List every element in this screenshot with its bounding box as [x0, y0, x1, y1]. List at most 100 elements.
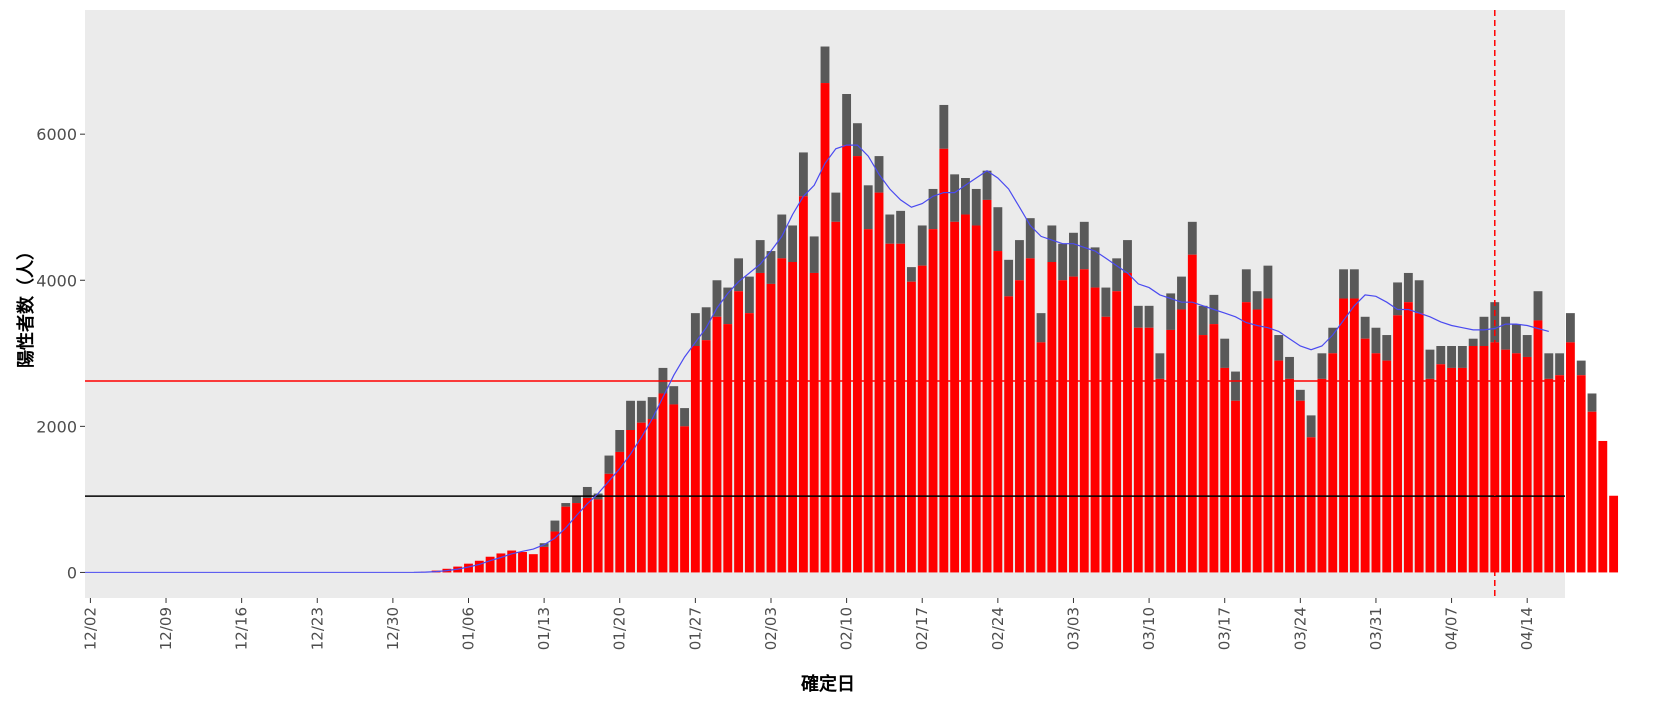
bar-red — [1350, 299, 1359, 573]
bar-red — [680, 426, 689, 572]
y-tick-label: 6000 — [36, 125, 77, 144]
bar-red — [486, 557, 495, 573]
bar-gray — [1555, 353, 1564, 375]
bar-gray — [1447, 346, 1456, 368]
bar-gray — [1026, 218, 1035, 258]
bar-red — [1501, 350, 1510, 573]
bar-red — [1393, 315, 1402, 572]
bar-gray — [1393, 282, 1402, 315]
x-tick-label: 02/17 — [913, 607, 931, 650]
bar-gray — [1577, 361, 1586, 376]
bar-gray — [1231, 372, 1240, 401]
bar-gray — [1145, 306, 1154, 328]
bar-red — [864, 229, 873, 572]
bar-gray — [842, 94, 851, 145]
bar-gray — [669, 386, 678, 404]
bar-red — [939, 149, 948, 573]
bar-red — [1026, 258, 1035, 572]
bar-gray — [1199, 306, 1208, 335]
x-tick-label: 12/09 — [157, 607, 175, 650]
bar-red — [572, 503, 581, 572]
bar-red — [1058, 280, 1067, 572]
bar-red — [1555, 375, 1564, 572]
bar-red — [756, 273, 765, 572]
bar-gray — [1404, 273, 1413, 302]
bar-gray — [896, 211, 905, 244]
bar-red — [1577, 375, 1586, 572]
bar-gray — [1307, 415, 1316, 437]
bar-red — [972, 225, 981, 572]
x-tick-label: 01/27 — [686, 607, 704, 650]
bar-gray — [810, 236, 819, 273]
bar-red — [1047, 262, 1056, 572]
bar-gray — [713, 280, 722, 317]
bar-red — [842, 145, 851, 572]
bar-red — [745, 313, 754, 572]
bar-red — [1307, 437, 1316, 572]
bar-red — [799, 196, 808, 572]
bar-gray — [1436, 346, 1445, 364]
bar-gray — [1469, 339, 1478, 346]
x-tick-label: 12/23 — [308, 607, 326, 650]
bar-red — [637, 423, 646, 573]
bar-red — [1155, 379, 1164, 573]
bar-gray — [680, 408, 689, 426]
bar-gray — [1188, 222, 1197, 255]
x-tick-label: 12/16 — [233, 607, 251, 650]
bar-red — [702, 340, 711, 572]
bar-gray — [1058, 244, 1067, 281]
bar-red — [1015, 280, 1024, 572]
bar-red — [1112, 291, 1121, 572]
bar-gray — [1426, 350, 1435, 379]
bar-red — [1609, 496, 1618, 573]
x-tick-label: 12/30 — [384, 607, 402, 650]
bar-red — [1253, 309, 1262, 572]
bar-red — [1145, 328, 1154, 573]
bar-gray — [1037, 313, 1046, 342]
bar-red — [1339, 299, 1348, 573]
bar-gray — [885, 215, 894, 244]
bar-gray — [831, 193, 840, 222]
bar-red — [626, 430, 635, 572]
x-tick-label: 12/02 — [81, 607, 99, 650]
bar-gray — [983, 171, 992, 200]
bar-red — [1199, 335, 1208, 572]
bar-gray — [1458, 346, 1467, 368]
bar-red — [713, 317, 722, 573]
bar-gray — [691, 313, 700, 346]
y-tick-label: 2000 — [36, 417, 77, 436]
bar-red — [518, 552, 527, 572]
bar-gray — [1566, 313, 1575, 342]
x-tick-label: 02/24 — [989, 607, 1007, 650]
x-tick-label: 01/06 — [460, 607, 478, 650]
bar-gray — [637, 401, 646, 423]
bar-gray — [1361, 317, 1370, 339]
bar-red — [659, 393, 668, 572]
bar-red — [1220, 368, 1229, 573]
bar-red — [767, 284, 776, 573]
bar-red — [983, 200, 992, 573]
bar-red — [1598, 441, 1607, 572]
bar-gray — [799, 152, 808, 196]
y-tick-label: 0 — [67, 563, 77, 582]
bar-gray — [1134, 306, 1143, 328]
bar-gray — [853, 123, 862, 156]
bar-gray — [550, 521, 559, 532]
bar-gray — [648, 397, 657, 419]
bar-red — [788, 262, 797, 572]
bar-red — [540, 547, 549, 573]
bar-red — [615, 452, 624, 573]
bar-red — [1490, 342, 1499, 572]
bar-red — [1447, 368, 1456, 573]
bar-red — [929, 229, 938, 572]
bar-gray — [702, 307, 711, 340]
y-tick-label: 4000 — [36, 271, 77, 290]
bar-red — [1134, 328, 1143, 573]
x-tick-label: 03/10 — [1140, 607, 1158, 650]
bar-red — [1274, 361, 1283, 573]
bar-gray — [864, 185, 873, 229]
bar-gray — [1242, 269, 1251, 302]
bar-gray — [767, 251, 776, 284]
y-axis-label: 陽性者数（人） — [15, 242, 37, 368]
